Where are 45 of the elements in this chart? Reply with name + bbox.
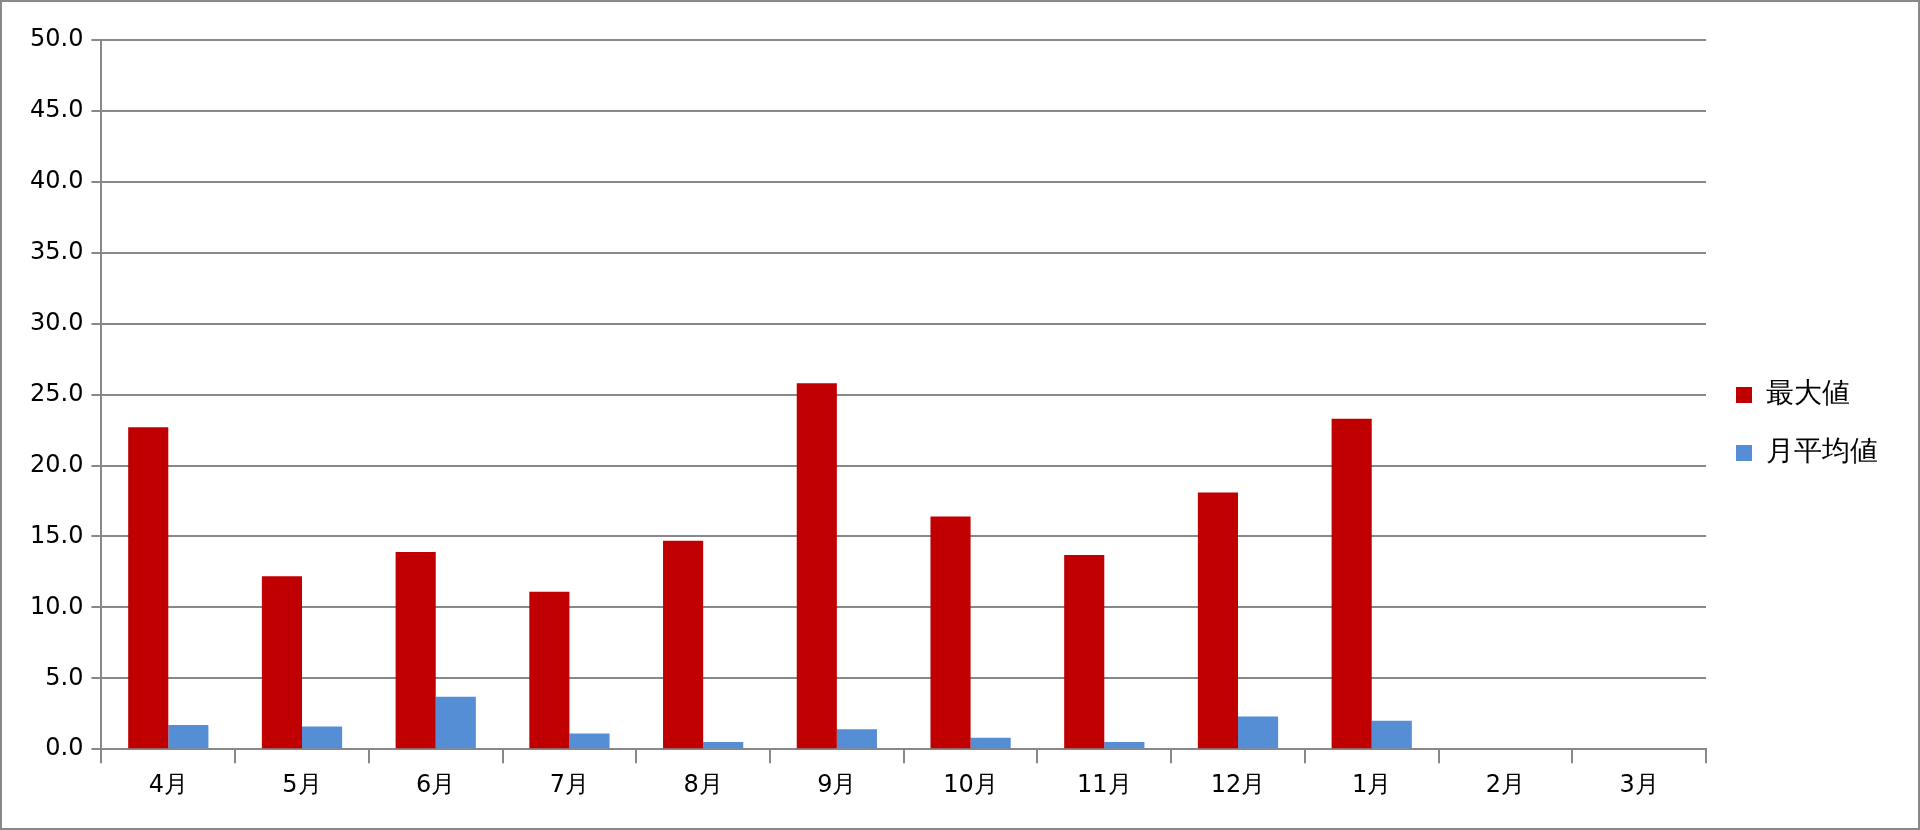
- x-tick-label: 6月: [416, 769, 456, 798]
- bar: [1371, 720, 1412, 749]
- bar: [1238, 716, 1279, 749]
- y-tick-label: 5.0: [45, 662, 84, 691]
- bar: [168, 725, 209, 749]
- bar: [1064, 554, 1105, 749]
- x-tick-label: 10月: [943, 769, 998, 798]
- y-tick-label: 40.0: [30, 166, 84, 195]
- bar: [836, 729, 877, 749]
- y-tick-label: 35.0: [30, 236, 84, 265]
- y-tick-label: 45.0: [30, 95, 84, 124]
- legend-label: 最大値: [1766, 376, 1850, 410]
- bar: [1331, 418, 1372, 749]
- x-tick-label: 5月: [282, 769, 322, 798]
- bar: [930, 516, 971, 749]
- x-tick-label: 2月: [1485, 769, 1526, 798]
- y-tick-label: 50.0: [30, 24, 84, 53]
- x-tick-label: 3月: [1619, 769, 1659, 798]
- x-tick-label: 7月: [549, 769, 590, 798]
- y-tick-label: 15.0: [30, 520, 84, 549]
- bar: [796, 383, 837, 749]
- x-tick-label: 11月: [1077, 769, 1132, 798]
- x-tick-label: 1月: [1352, 769, 1392, 798]
- bar: [261, 576, 303, 749]
- bar: [703, 742, 744, 749]
- bar: [663, 540, 704, 749]
- bar: [302, 726, 343, 749]
- bar: [970, 737, 1011, 749]
- y-tick-label: 20.0: [30, 449, 84, 478]
- bar: [569, 733, 610, 749]
- x-tick-label: 12月: [1210, 769, 1266, 798]
- bar: [395, 552, 436, 749]
- bar: [1197, 492, 1238, 749]
- bar: [529, 591, 570, 749]
- bar: [1104, 742, 1145, 749]
- y-tick-label: 25.0: [30, 378, 84, 407]
- bar: [128, 427, 169, 749]
- y-tick-label: 10.0: [30, 591, 84, 620]
- x-tick-label: 8月: [683, 769, 723, 798]
- y-tick-label: 30.0: [30, 307, 84, 336]
- x-tick-label: 4月: [148, 769, 188, 798]
- y-tick-label: 0.0: [45, 733, 84, 762]
- legend-label: 月平均値: [1766, 434, 1878, 468]
- bar: [435, 696, 476, 749]
- x-tick-label: 9月: [817, 769, 857, 798]
